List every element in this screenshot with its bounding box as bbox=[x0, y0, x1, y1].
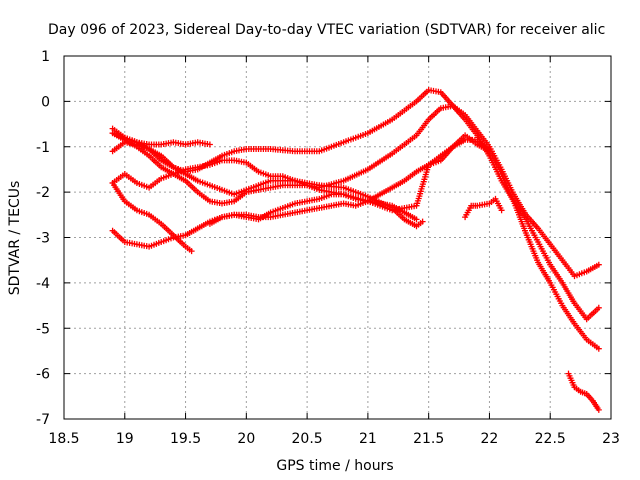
y-tick-label: -5 bbox=[36, 321, 50, 337]
y-tick-label: -7 bbox=[36, 412, 50, 428]
y-axis-label: SDTVAR / TECUs bbox=[7, 181, 23, 296]
x-tick-label: 22.5 bbox=[535, 431, 566, 447]
x-tick-label: 21 bbox=[359, 431, 377, 447]
data-point bbox=[595, 345, 602, 352]
y-tick-label: 1 bbox=[41, 49, 50, 65]
data-point bbox=[188, 248, 195, 255]
series-track-4 bbox=[109, 87, 602, 280]
x-tick-label: 23 bbox=[602, 431, 620, 447]
x-tick-labels: 18.5 19 19.5 20 20.5 21 21.5 22 22.5 23 bbox=[48, 431, 620, 447]
x-tick-label: 20.5 bbox=[292, 431, 323, 447]
data-point bbox=[498, 207, 505, 214]
series-track-3 bbox=[109, 125, 213, 148]
data-point bbox=[595, 406, 602, 413]
y-tick-label: -6 bbox=[36, 367, 50, 383]
x-axis-label: GPS time / hours bbox=[276, 458, 393, 474]
series-track-9 bbox=[462, 195, 505, 221]
series-track-8 bbox=[206, 132, 493, 227]
y-tick-label: -4 bbox=[36, 276, 50, 292]
data-point bbox=[486, 148, 493, 155]
data-point bbox=[595, 304, 602, 311]
y-tick-label: -3 bbox=[36, 231, 50, 247]
x-tick-label: 19.5 bbox=[170, 431, 201, 447]
series-track-6 bbox=[109, 180, 195, 255]
data-series bbox=[109, 87, 602, 413]
x-tick-label: 21.5 bbox=[413, 431, 444, 447]
chart-title: Day 096 of 2023, Sidereal Day-to-day VTE… bbox=[48, 22, 605, 38]
axis-ticks bbox=[63, 55, 612, 420]
x-tick-label: 22 bbox=[481, 431, 499, 447]
data-point bbox=[419, 218, 426, 225]
x-tick-label: 20 bbox=[237, 431, 255, 447]
series-track-1 bbox=[109, 130, 426, 230]
data-point bbox=[595, 261, 602, 268]
y-tick-label: -1 bbox=[36, 140, 50, 156]
x-tick-label: 18.5 bbox=[48, 431, 79, 447]
data-point bbox=[413, 216, 420, 223]
x-tick-label: 19 bbox=[116, 431, 134, 447]
data-point bbox=[206, 141, 213, 148]
y-tick-label: -2 bbox=[36, 185, 50, 201]
y-tick-label: 0 bbox=[41, 94, 50, 110]
series-track-7 bbox=[109, 136, 602, 352]
series-track-10 bbox=[565, 370, 602, 413]
y-tick-labels: 1 0 -1 -2 -3 -4 -5 -6 -7 bbox=[36, 49, 50, 428]
